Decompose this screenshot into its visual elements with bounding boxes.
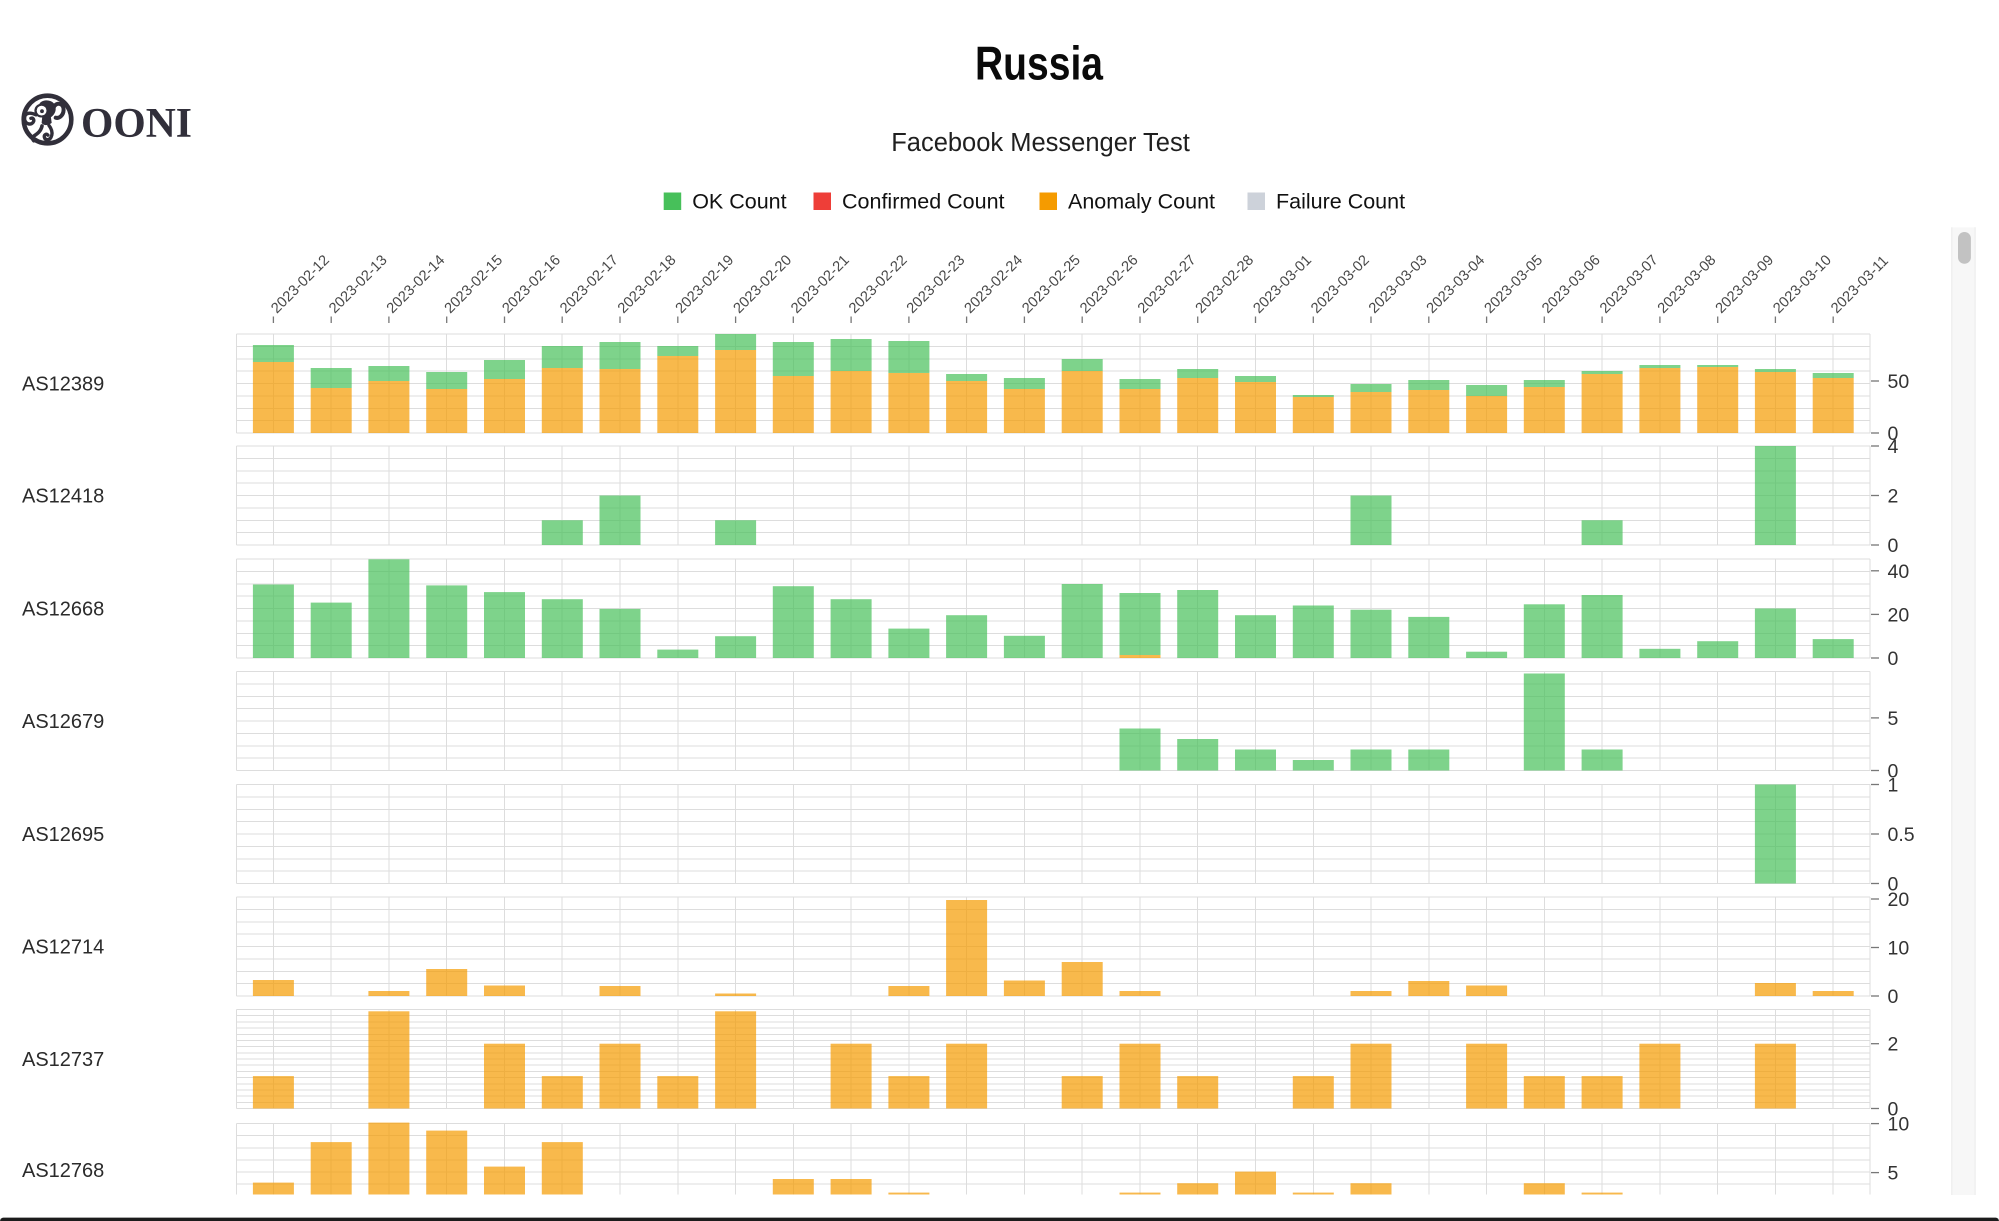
svg-text:0: 0	[1888, 535, 1899, 557]
svg-text:AS12768: AS12768	[22, 1160, 104, 1182]
svg-text:20: 20	[1888, 604, 1910, 626]
svg-text:OK Count: OK Count	[692, 190, 786, 214]
svg-text:0: 0	[1888, 1099, 1899, 1121]
svg-text:Facebook Messenger Test: Facebook Messenger Test	[891, 129, 1190, 157]
svg-text:10: 10	[1888, 1114, 1910, 1136]
svg-text:50: 50	[1888, 371, 1910, 393]
svg-text:0: 0	[1888, 874, 1899, 896]
svg-text:5: 5	[1888, 1163, 1899, 1185]
svg-text:AS12679: AS12679	[22, 711, 104, 733]
svg-text:AS12668: AS12668	[22, 599, 104, 621]
svg-text:0: 0	[1888, 761, 1899, 783]
svg-text:AS12714: AS12714	[22, 937, 104, 959]
svg-text:10: 10	[1888, 938, 1910, 960]
svg-text:4: 4	[1888, 436, 1899, 458]
svg-text:AS12695: AS12695	[22, 824, 104, 846]
svg-text:AS12389: AS12389	[22, 374, 104, 396]
svg-text:5: 5	[1888, 708, 1899, 730]
svg-text:2: 2	[1888, 1034, 1899, 1056]
svg-text:0: 0	[1888, 986, 1899, 1008]
svg-text:AS12737: AS12737	[22, 1049, 104, 1071]
svg-text:0.5: 0.5	[1888, 824, 1915, 846]
svg-text:AS12418: AS12418	[22, 486, 104, 508]
svg-text:2: 2	[1888, 486, 1899, 508]
svg-text:Russia: Russia	[975, 37, 1104, 90]
svg-text:1: 1	[1888, 775, 1899, 797]
svg-text:0: 0	[1888, 648, 1899, 670]
svg-text:Anomaly Count: Anomaly Count	[1068, 190, 1215, 214]
svg-text:Failure Count: Failure Count	[1276, 190, 1405, 214]
svg-text:OONI: OONI	[81, 101, 192, 147]
svg-text:0: 0	[1888, 423, 1899, 445]
svg-text:40: 40	[1888, 561, 1910, 583]
svg-text:20: 20	[1888, 889, 1910, 911]
svg-text:Confirmed Count: Confirmed Count	[842, 190, 1005, 214]
